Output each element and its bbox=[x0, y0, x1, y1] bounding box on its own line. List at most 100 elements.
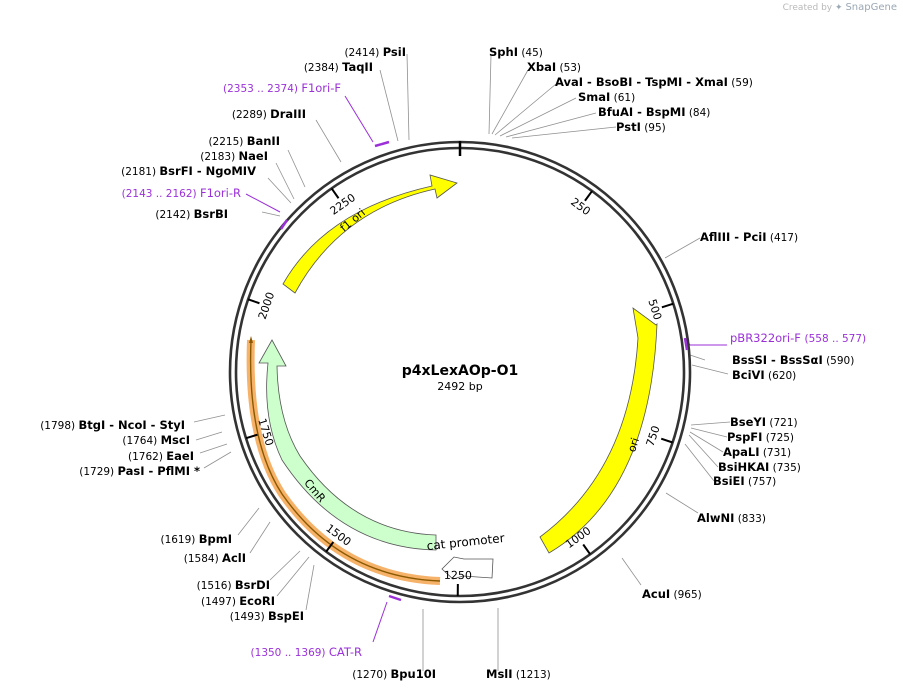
site-label: PspFI (725) bbox=[727, 430, 794, 444]
site-enzyme-name: AclI bbox=[222, 551, 246, 565]
site-label: (2289) DraIII bbox=[232, 107, 306, 121]
site-label: (2142) BsrBI bbox=[155, 207, 228, 221]
site-position: (2183) bbox=[200, 151, 238, 163]
site-label: (1798) BtgI - NcoI - StyI bbox=[40, 418, 185, 432]
site-enzyme-name: BsiEI bbox=[713, 474, 745, 488]
site-position: (2142) bbox=[155, 209, 193, 221]
site-enzyme-name: ApaLI bbox=[723, 445, 760, 459]
site-enzyme-name: BanII bbox=[247, 134, 280, 148]
site-enzyme-name: PflMI * bbox=[157, 464, 200, 478]
site-enzyme-name: AcuI bbox=[642, 587, 670, 601]
orf-line bbox=[249, 339, 441, 582]
site-position: (1762) bbox=[128, 451, 166, 463]
primer-label: (2143 .. 2162) F1ori-R bbox=[122, 186, 241, 200]
site-label: (1764) MscI bbox=[122, 433, 190, 447]
site-position: (1729) bbox=[79, 466, 117, 478]
site-position: (721) bbox=[766, 417, 798, 429]
site-label: SphI (45) bbox=[489, 45, 543, 59]
site-position: (45) bbox=[518, 47, 543, 59]
primer-label: (1350 .. 1369) CAT-R bbox=[251, 645, 362, 659]
site-position: (61) bbox=[610, 92, 635, 104]
site-label: (1497) EcoRI bbox=[201, 594, 275, 608]
brand-name: SnapGene bbox=[845, 2, 897, 13]
feature-ori-arrow bbox=[539, 307, 658, 554]
tick-mark bbox=[330, 187, 340, 199]
site-position: (1497) bbox=[201, 596, 239, 608]
site-enzyme-name: BsrFI bbox=[159, 164, 192, 178]
site-position: (1213) bbox=[513, 669, 551, 681]
tick-mark bbox=[584, 190, 593, 202]
site-label: BfuAI - BspMI (84) bbox=[598, 105, 710, 119]
site-position: (1798) bbox=[40, 420, 78, 432]
site-position: (1619) bbox=[160, 534, 198, 546]
site-label: (1270) Bpu10I bbox=[352, 667, 436, 681]
site-label: BciVI (620) bbox=[732, 368, 796, 382]
site-position: (95) bbox=[641, 122, 666, 134]
primer-binding-marks bbox=[279, 140, 689, 602]
site-enzyme-name: PspFI bbox=[727, 430, 762, 444]
site-enzyme-name: DraIII bbox=[270, 107, 306, 121]
site-enzyme-name: BspEI bbox=[268, 609, 304, 623]
site-enzyme-name: PciI bbox=[743, 230, 766, 244]
site-enzyme-name: StyI bbox=[159, 418, 185, 432]
site-position: (1270) bbox=[352, 669, 390, 681]
site-position: (417) bbox=[767, 232, 799, 244]
site-label: (2384) TaqII bbox=[304, 60, 373, 74]
site-position: (1584) bbox=[184, 553, 222, 565]
site-position: (84) bbox=[686, 107, 711, 119]
site-label: (1493) BspEI bbox=[230, 609, 304, 623]
site-label: XbaI (53) bbox=[527, 60, 581, 74]
site-label: MslI (1213) bbox=[486, 667, 551, 681]
site-label: (2183) NaeI bbox=[200, 149, 268, 163]
primer-labels: (2353 .. 2374) F1ori-F (2143 .. 2162) F1o… bbox=[122, 81, 867, 659]
site-enzyme-name: EaeI bbox=[166, 449, 194, 463]
site-enzyme-name: TaqII bbox=[342, 60, 373, 74]
site-enzyme-name: XbaI bbox=[527, 60, 556, 74]
site-label: (1729) PasI - PflMI * bbox=[79, 464, 200, 478]
tick-mark bbox=[661, 302, 674, 309]
tick-mark bbox=[660, 437, 673, 444]
tick-mark bbox=[325, 541, 335, 553]
site-enzyme-name: PsiI bbox=[383, 45, 406, 59]
site-enzyme-name: BsrDI bbox=[235, 578, 270, 592]
site-label: BsiEI (757) bbox=[713, 474, 776, 488]
tick-mark bbox=[247, 298, 260, 305]
site-enzyme-name: BspMI bbox=[646, 105, 686, 119]
site-label: (1516) BsrDI bbox=[197, 578, 270, 592]
site-position: (2289) bbox=[232, 109, 270, 121]
primer-label: pBR322ori-F (558 .. 577) bbox=[730, 331, 866, 345]
site-label: ApaLI (731) bbox=[723, 445, 791, 459]
created-by-text: Created by bbox=[782, 3, 833, 13]
site-position: (1764) bbox=[122, 435, 160, 447]
site-position: (965) bbox=[670, 589, 702, 601]
primer-range: (1350 .. 1369) bbox=[251, 647, 329, 659]
site-enzyme-name: BtgI bbox=[78, 418, 105, 432]
site-enzyme-name: MscI bbox=[161, 433, 190, 447]
site-enzyme-name: SphI bbox=[489, 45, 518, 59]
site-enzyme-name: BsoBI bbox=[596, 75, 633, 89]
plasmid-size: 2492 bp bbox=[437, 380, 482, 393]
site-enzyme-name: BpmI bbox=[199, 532, 232, 546]
site-enzyme-name: AlwNI bbox=[697, 511, 734, 525]
primer-name: pBR322ori-F bbox=[730, 331, 805, 345]
site-label: BssSI - BssSαI (590) bbox=[732, 353, 854, 367]
primer-range: (2143 .. 2162) bbox=[122, 188, 200, 200]
site-label: (2215) BanII bbox=[208, 134, 280, 148]
feature-arrows bbox=[246, 174, 658, 585]
site-label: (1762) EaeI bbox=[128, 449, 194, 463]
site-label: BsiHKAI (735) bbox=[718, 460, 801, 474]
tick-mark bbox=[582, 543, 592, 555]
site-position: (2384) bbox=[304, 62, 342, 74]
site-label: PstI (95) bbox=[616, 120, 666, 134]
site-leader-lines bbox=[193, 53, 731, 671]
site-enzyme-name: NgoMIV bbox=[206, 164, 256, 178]
site-position: (2215) bbox=[208, 136, 246, 148]
tick-label: 750 bbox=[644, 424, 663, 448]
plasmid-name: p4xLexAOp-O1 bbox=[402, 363, 518, 379]
site-position: (1493) bbox=[230, 611, 268, 623]
snapgene-logo-icon: ✦ bbox=[835, 3, 843, 13]
created-by-watermark: Created by ✦ SnapGene bbox=[783, 2, 897, 13]
site-label: AvaI - BsoBI - TspMI - XmaI (59) bbox=[555, 75, 753, 89]
site-enzyme-name: PstI bbox=[616, 120, 641, 134]
